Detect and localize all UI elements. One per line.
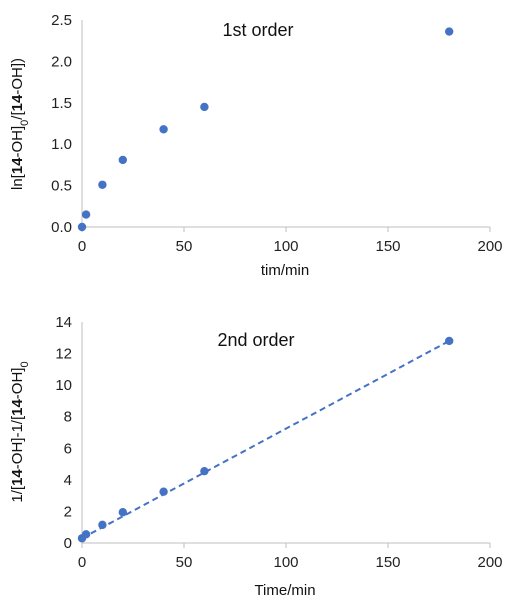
x-tick-label: 150 (375, 238, 400, 255)
y-tick-label: 14 (55, 314, 72, 331)
y-tick-label: 2.0 (51, 53, 72, 70)
tick-labels: 0 50 100 150 200 0.0 0.5 1.0 1.5 2.0 2.5 (51, 12, 502, 255)
data-point (200, 466, 209, 476)
data-point (445, 27, 454, 36)
trendline (81, 340, 450, 540)
x-axis-title: tim/min (261, 262, 309, 279)
y-tick-label: 0 (64, 535, 72, 552)
data-point (445, 336, 454, 346)
y-tick-label: 0.5 (51, 178, 72, 195)
y-tick-label: 2 (64, 503, 72, 520)
axes (81, 20, 491, 232)
chart-second-order: 2nd order Time/min 1/[14-OH]-1/[14-OH]0 … (9, 314, 503, 598)
trendline-dashed (81, 340, 450, 540)
y-tick-label: 2.5 (51, 12, 72, 29)
data-point (118, 508, 128, 517)
y-axis-title: ln[14-OH]0/[14-OH]) (9, 58, 31, 190)
chart-first-order: 1st order tim/min ln[14-OH]0/[14-OH]) 0 5… (9, 12, 503, 279)
y-axis-title: 1/[14-OH]-1/[14-OH]0 (9, 361, 31, 502)
y-tick-label: 1.0 (51, 136, 72, 153)
x-axis-title: Time/min (254, 582, 315, 598)
y-tick-label: 0.0 (51, 219, 72, 236)
x-tick-label: 50 (176, 238, 193, 255)
data-points (77, 27, 454, 232)
x-tick-label: 100 (273, 238, 298, 255)
y-tick-label: 10 (55, 377, 72, 394)
x-tick-label: 0 (78, 238, 86, 255)
data-point (81, 210, 91, 219)
tick-labels: 0 50 100 150 200 0 2 4 6 8 10 12 14 (55, 314, 502, 571)
x-tick-label: 100 (273, 554, 298, 571)
data-point (118, 155, 128, 165)
y-tick-label: 8 (64, 409, 72, 426)
data-points (77, 336, 454, 543)
x-tick-label: 0 (78, 554, 86, 571)
data-point (81, 530, 91, 539)
data-point (159, 487, 168, 496)
chart-title: 1st order (222, 20, 293, 40)
y-tick-label: 1.5 (51, 95, 72, 112)
chart-title: 2nd order (217, 330, 294, 350)
y-tick-label: 12 (55, 346, 72, 363)
x-tick-label: 200 (477, 554, 502, 571)
x-tick-label: 50 (176, 554, 193, 571)
y-tick-label: 6 (64, 440, 72, 457)
x-tick-label: 200 (477, 238, 502, 255)
data-point (98, 180, 107, 189)
data-point (77, 222, 87, 232)
x-tick-label: 150 (375, 554, 400, 571)
data-point (200, 102, 209, 112)
data-point (159, 125, 168, 134)
data-point (98, 520, 107, 530)
axes (81, 322, 491, 548)
y-tick-label: 4 (64, 472, 72, 489)
